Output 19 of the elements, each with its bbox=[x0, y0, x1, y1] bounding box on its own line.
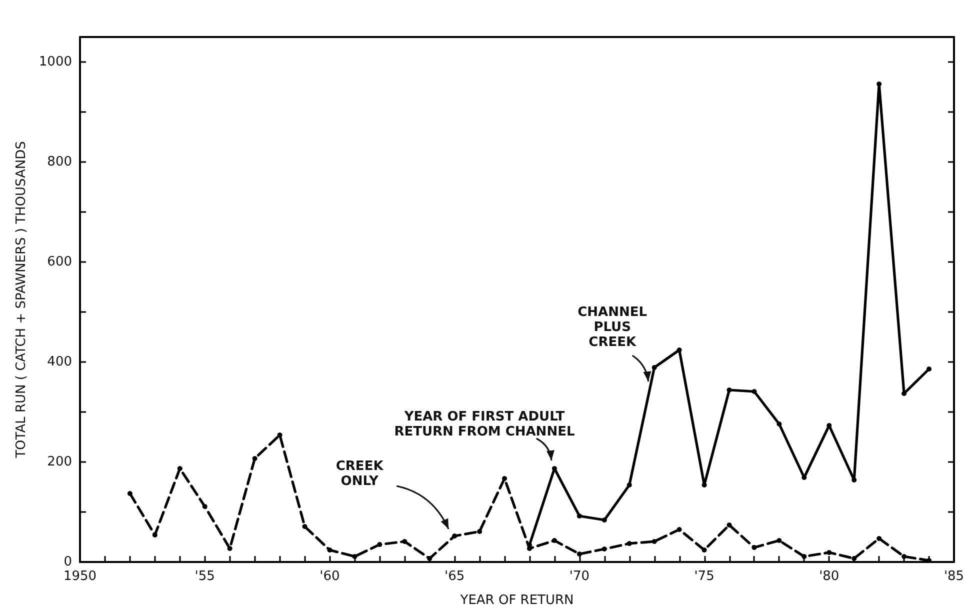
series-label: CHANNEL PLUS CREEK bbox=[578, 305, 648, 350]
y-tick-label: 800 bbox=[47, 154, 72, 170]
y-tick-label: 1000 bbox=[38, 54, 72, 70]
x-tick-label: '60 bbox=[320, 569, 340, 584]
x-tick-label: 1950 bbox=[63, 569, 97, 584]
annotation: YEAR OF FIRST ADULT RETURN FROM CHANNEL bbox=[394, 410, 575, 440]
x-tick-label: '55 bbox=[194, 569, 215, 584]
x-tick-label: '70 bbox=[569, 569, 590, 584]
x-tick-label: '80 bbox=[819, 569, 840, 584]
text: CREEK ONLY bbox=[336, 459, 384, 489]
y-tick-label: 600 bbox=[47, 254, 72, 270]
x-tick-label: '75 bbox=[694, 569, 714, 584]
x-tick-label: '85 bbox=[944, 569, 964, 584]
y-tick-label: 0 bbox=[64, 554, 72, 570]
y-axis-title: TOTAL RUN ( CATCH + SPAWNERS ) THOUSANDS bbox=[14, 141, 30, 459]
x-tick-label: '65 bbox=[444, 569, 465, 584]
y-tick-label: 200 bbox=[47, 454, 72, 470]
y-tick-label: 400 bbox=[47, 354, 72, 370]
x-axis-title: YEAR OF RETURN bbox=[459, 593, 574, 608]
